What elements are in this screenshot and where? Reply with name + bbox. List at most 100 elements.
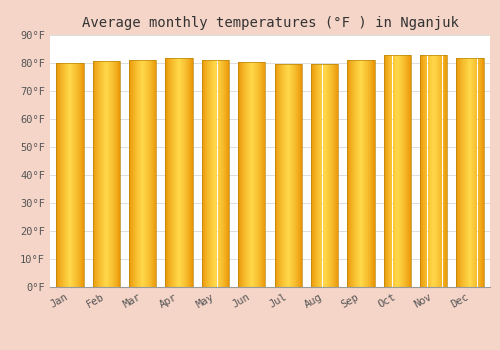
Bar xyxy=(326,64,328,287)
Bar xyxy=(357,60,358,287)
Bar xyxy=(166,58,167,287)
Bar xyxy=(398,55,400,287)
Bar xyxy=(481,58,482,287)
Bar xyxy=(104,61,105,287)
Bar xyxy=(456,58,483,287)
Bar xyxy=(95,61,96,287)
Bar xyxy=(186,58,188,287)
Bar xyxy=(385,55,386,287)
Bar xyxy=(131,60,132,287)
Bar xyxy=(426,55,427,287)
Bar xyxy=(205,60,206,287)
Bar xyxy=(316,64,317,287)
Bar xyxy=(461,58,462,287)
Bar xyxy=(223,60,224,287)
Bar xyxy=(442,55,443,287)
Bar xyxy=(482,58,483,287)
Bar xyxy=(386,55,387,287)
Bar xyxy=(407,55,408,287)
Bar xyxy=(354,60,355,287)
Bar xyxy=(82,63,83,287)
Bar xyxy=(364,60,365,287)
Bar xyxy=(176,58,177,287)
Bar xyxy=(118,61,120,287)
Bar xyxy=(177,58,178,287)
Bar xyxy=(154,60,155,287)
Bar xyxy=(282,64,284,287)
Bar xyxy=(62,63,63,287)
Bar xyxy=(466,58,468,287)
Bar xyxy=(406,55,407,287)
Bar xyxy=(387,55,388,287)
Bar xyxy=(238,62,239,287)
Bar xyxy=(370,60,371,287)
Bar xyxy=(208,60,210,287)
Bar xyxy=(155,60,156,287)
Bar xyxy=(113,61,114,287)
Bar xyxy=(167,58,168,287)
Bar xyxy=(433,55,434,287)
Bar xyxy=(290,64,291,287)
Bar xyxy=(352,60,354,287)
Bar xyxy=(76,63,77,287)
Bar xyxy=(311,64,312,287)
Bar xyxy=(275,64,276,287)
Bar xyxy=(445,55,446,287)
Bar xyxy=(60,63,61,287)
Bar xyxy=(463,58,464,287)
Bar xyxy=(439,55,440,287)
Bar xyxy=(462,58,463,287)
Bar xyxy=(312,64,313,287)
Bar xyxy=(336,64,337,287)
Bar xyxy=(243,62,244,287)
Bar xyxy=(475,58,476,287)
Bar xyxy=(362,60,363,287)
Bar xyxy=(168,58,169,287)
Bar xyxy=(321,64,322,287)
Bar xyxy=(464,58,465,287)
Bar xyxy=(252,62,253,287)
Bar xyxy=(315,64,316,287)
Bar xyxy=(77,63,78,287)
Bar xyxy=(443,55,444,287)
Bar xyxy=(388,55,389,287)
Bar xyxy=(300,64,301,287)
Bar xyxy=(153,60,154,287)
Bar xyxy=(391,55,392,287)
Bar xyxy=(396,55,398,287)
Bar xyxy=(408,55,409,287)
Bar xyxy=(204,60,205,287)
Bar xyxy=(367,60,368,287)
Bar xyxy=(285,64,286,287)
Bar xyxy=(202,60,203,287)
Bar xyxy=(75,63,76,287)
Bar xyxy=(226,60,227,287)
Bar xyxy=(335,64,336,287)
Bar xyxy=(173,58,174,287)
Bar xyxy=(220,60,221,287)
Bar xyxy=(446,55,448,287)
Bar xyxy=(472,58,474,287)
Bar xyxy=(368,60,369,287)
Bar xyxy=(348,60,350,287)
Bar xyxy=(291,64,292,287)
Bar xyxy=(480,58,481,287)
Bar xyxy=(311,64,338,287)
Bar xyxy=(280,64,281,287)
Bar xyxy=(64,63,65,287)
Bar xyxy=(242,62,243,287)
Bar xyxy=(361,60,362,287)
Bar xyxy=(135,60,136,287)
Bar xyxy=(314,64,315,287)
Bar xyxy=(429,55,430,287)
Bar xyxy=(402,55,404,287)
Bar xyxy=(56,63,57,287)
Bar xyxy=(294,64,295,287)
Bar xyxy=(389,55,390,287)
Bar xyxy=(483,58,484,287)
Bar xyxy=(146,60,147,287)
Bar xyxy=(115,61,116,287)
Bar xyxy=(323,64,324,287)
Bar xyxy=(274,64,275,287)
Title: Average monthly temperatures (°F ) in Nganjuk: Average monthly temperatures (°F ) in Ng… xyxy=(82,16,458,30)
